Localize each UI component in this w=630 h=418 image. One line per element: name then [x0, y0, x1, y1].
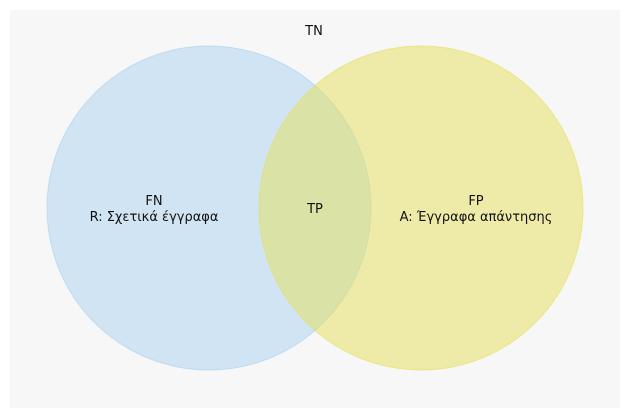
- right-set-circle: [258, 45, 584, 371]
- intersection-label: TP: [306, 202, 323, 217]
- right-set-title: FP: [468, 194, 483, 209]
- outside-label: TN: [304, 24, 323, 39]
- right-set-name: A: Έγγραφα απάντησης: [400, 210, 553, 225]
- left-set-title: FN: [145, 194, 162, 209]
- left-set-name: R: Σχετικά έγγραφα: [90, 210, 219, 225]
